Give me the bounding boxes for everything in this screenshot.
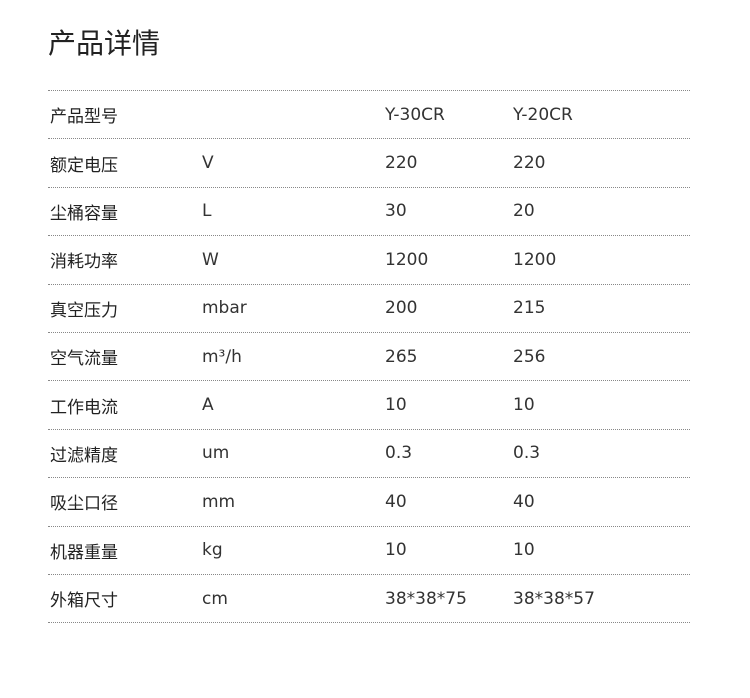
spec-name: 外箱尺寸 [50, 591, 118, 612]
spec-unit: kg [202, 540, 223, 561]
model-2-value: Y-20CR [513, 104, 573, 125]
spec-unit: A [202, 395, 214, 416]
model-1-value: 30 [385, 201, 407, 222]
spec-name: 产品型号 [50, 107, 118, 128]
spec-name: 额定电压 [50, 155, 118, 176]
spec-name: 尘桶容量 [50, 203, 118, 224]
spec-unit: W [202, 249, 219, 270]
spec-name: 机器重量 [50, 542, 118, 563]
model-1-value: 40 [385, 491, 407, 512]
model-2-value: 256 [513, 346, 546, 367]
table-row: 额定电压 V 220 220 [48, 139, 690, 188]
model-1-value: 220 [385, 153, 418, 174]
spec-name: 过滤精度 [50, 445, 118, 466]
table-row: 空气流量 m³/h 265 256 [48, 333, 690, 382]
table-row: 机器重量 kg 10 10 [48, 527, 690, 575]
model-2-value: 38*38*57 [513, 588, 595, 609]
model-2-value: 215 [513, 298, 546, 319]
model-1-value: 10 [385, 395, 407, 416]
table-row: 产品型号 Y-30CR Y-20CR [48, 91, 690, 140]
spec-unit: um [202, 443, 230, 464]
table-row: 消耗功率 W 1200 1200 [48, 236, 690, 285]
model-1-value: 0.3 [385, 443, 413, 464]
spec-name: 消耗功率 [50, 252, 118, 273]
model-1-value: 38*38*75 [385, 588, 467, 609]
spec-name: 真空压力 [50, 300, 118, 321]
model-1-value: Y-30CR [385, 104, 445, 125]
model-1-value: 10 [385, 540, 407, 561]
model-2-value: 10 [513, 540, 535, 561]
model-2-value: 220 [513, 153, 546, 174]
page-title: 产品详情 [48, 27, 161, 60]
spec-unit: mm [202, 491, 236, 512]
spec-name: 工作电流 [50, 397, 118, 418]
spec-unit: V [202, 153, 214, 174]
spec-table: 产品型号 Y-30CR Y-20CR 额定电压 V 220 220 尘桶容量 L 30 20 消耗功率… [48, 90, 690, 624]
spec-name: 空气流量 [50, 349, 118, 370]
model-1-value: 265 [385, 346, 418, 367]
model-2-value: 10 [513, 395, 535, 416]
model-2-value: 1200 [513, 249, 557, 270]
table-row: 工作电流 A 10 10 [48, 381, 690, 430]
model-1-value: 200 [385, 298, 418, 319]
model-2-value: 0.3 [513, 443, 541, 464]
table-row: 外箱尺寸 cm 38*38*75 38*38*57 [48, 575, 690, 624]
spec-unit: mbar [202, 298, 247, 319]
model-2-value: 20 [513, 201, 535, 222]
table-row: 尘桶容量 L 30 20 [48, 188, 690, 237]
table-row: 真空压力 mbar 200 215 [48, 285, 690, 333]
table-row: 过滤精度 um 0.3 0.3 [48, 430, 690, 479]
spec-unit: cm [202, 588, 228, 609]
model-1-value: 1200 [385, 249, 429, 270]
spec-name: 吸尘口径 [50, 494, 118, 515]
spec-unit: m³/h [202, 346, 242, 367]
spec-unit: L [202, 201, 212, 222]
model-2-value: 40 [513, 491, 535, 512]
table-row: 吸尘口径 mm 40 40 [48, 478, 690, 527]
